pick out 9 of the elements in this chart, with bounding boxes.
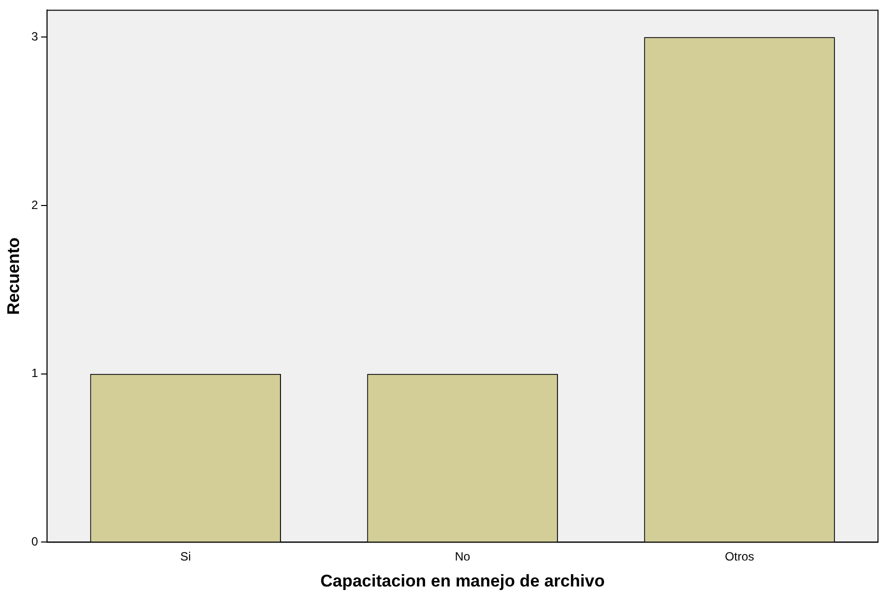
- y-axis-title: Recuento: [4, 237, 23, 315]
- x-tick-label: No: [454, 550, 471, 564]
- x-axis-title: Capacitacion en manejo de archivo: [320, 571, 605, 590]
- x-tick-label: Si: [180, 550, 191, 564]
- y-tick-label: 2: [31, 198, 38, 212]
- y-tick-label: 3: [31, 29, 38, 44]
- x-tick-label: Otros: [724, 550, 754, 564]
- y-tick-label: 0: [31, 534, 38, 549]
- y-tick-label: 1: [31, 366, 38, 380]
